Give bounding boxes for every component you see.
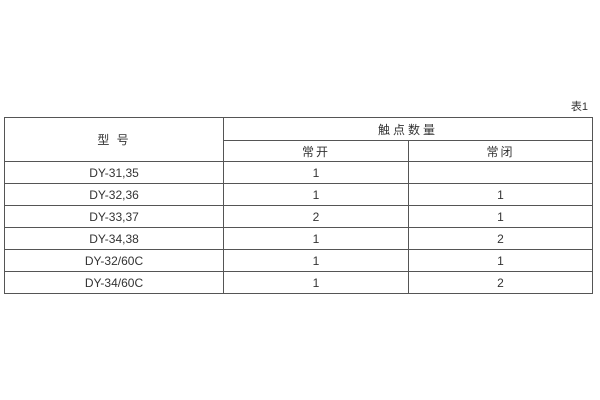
normally-open-cell: 1	[223, 249, 409, 272]
normally-open-cell: 1	[223, 161, 409, 184]
normally-open-cell: 2	[223, 205, 409, 228]
normally-closed-cell	[407, 161, 594, 184]
model-header-cell: 型 号	[4, 117, 224, 162]
model-cell: DY-32/60C	[4, 249, 224, 272]
normally-closed-cell: 1	[407, 249, 594, 272]
model-cell: DY-34/60C	[4, 271, 224, 294]
normally-open-cell: 1	[223, 183, 409, 206]
table-row: DY-34,38 1 2	[4, 227, 594, 250]
table-caption: 表1	[570, 101, 588, 113]
normally-closed-cell: 2	[407, 227, 594, 250]
normally-open-header-cell: 常开	[223, 140, 409, 162]
table-row: DY-33,37 2 1	[4, 205, 594, 228]
table-row: DY-34/60C 1 2	[4, 271, 594, 294]
model-cell: DY-34,38	[4, 227, 224, 250]
model-cell: DY-33,37	[4, 205, 224, 228]
table-row: DY-32/60C 1 1	[4, 249, 594, 272]
normally-closed-cell: 1	[407, 205, 594, 228]
normally-closed-cell: 1	[407, 183, 594, 206]
relay-contacts-table: 型 号 触点数量 常开 常闭 DY-31,35 1 DY-32,36 1 1 D…	[4, 117, 594, 294]
normally-open-cell: 1	[223, 271, 409, 294]
contact-count-header-cell: 触点数量	[222, 117, 594, 141]
normally-open-cell: 1	[223, 227, 409, 250]
normally-closed-header-cell: 常闭	[407, 140, 594, 162]
table-row: DY-31,35 1	[4, 161, 594, 184]
model-cell: DY-32,36	[4, 183, 224, 206]
model-cell: DY-31,35	[4, 161, 224, 184]
table-row: DY-32,36 1 1	[4, 183, 594, 206]
normally-closed-cell: 2	[407, 271, 594, 294]
